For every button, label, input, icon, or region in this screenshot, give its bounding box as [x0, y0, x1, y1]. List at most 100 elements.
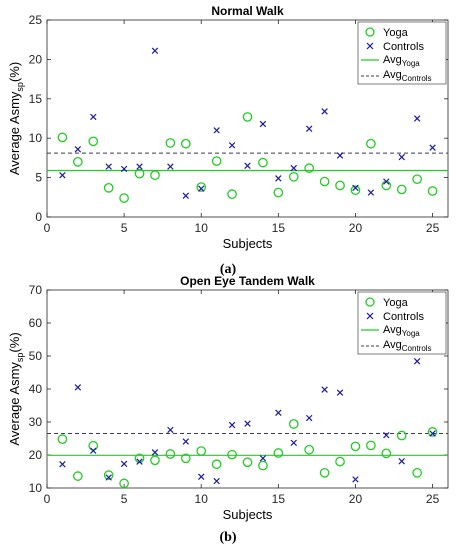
y-tick-label: 20: [29, 448, 43, 462]
controls-point: [182, 438, 190, 445]
controls-point-stroke: [167, 163, 174, 170]
y-tick-label: 20: [29, 52, 43, 66]
controls-point: [383, 178, 390, 185]
chart-open-eye-tandem-walk: Open Eye Tandem Walk 0 5 10 15 20 25 10 20 30 40 50…: [7, 274, 449, 522]
yoga-point: [258, 157, 268, 168]
controls-point-stroke: [383, 431, 390, 439]
controls-point: [228, 421, 236, 429]
controls-point-stroke: [275, 175, 282, 182]
controls-point-stroke: [151, 47, 159, 54]
caption-b: (b): [219, 530, 237, 545]
legend-controls-marker: [366, 312, 374, 320]
x-axis-label: Subjects: [223, 507, 273, 522]
x-tick-label: 20: [349, 492, 363, 506]
controls-point: [74, 146, 82, 153]
x-tick-label: 10: [195, 492, 209, 506]
yoga-point: [72, 471, 83, 481]
yoga-point: [134, 453, 145, 464]
controls-point-stroke: [90, 447, 97, 454]
controls-point: [244, 162, 251, 170]
controls-point-stroke: [74, 146, 82, 153]
controls-point-stroke: [228, 142, 236, 149]
controls-point-stroke: [383, 178, 390, 185]
controls-point-stroke: [182, 192, 190, 199]
y-axis-label: Average Asmysp(%): [7, 62, 25, 175]
controls-point: [213, 477, 220, 485]
controls-point-stroke: [336, 152, 344, 159]
y-tick-label: 10: [29, 481, 43, 495]
yoga-point: [88, 136, 99, 147]
controls-point: [367, 189, 375, 196]
legend-avg-controls-label: AvgControls: [383, 69, 432, 83]
controls-point-stroke: [413, 115, 421, 122]
controls-point: [120, 460, 128, 468]
controls-point: [290, 439, 297, 447]
x-tick-label: 5: [121, 492, 128, 506]
controls-point: [151, 47, 159, 54]
controls-point: [167, 163, 174, 170]
controls-point: [429, 430, 436, 437]
legend-box: [357, 291, 447, 355]
controls-point: [59, 172, 66, 179]
y-tick-label: 15: [29, 92, 43, 106]
yoga-point: [57, 132, 68, 143]
controls-point: [259, 455, 267, 462]
yoga-point: [134, 168, 145, 179]
controls-point-stroke: [336, 389, 344, 396]
controls-point-stroke: [198, 185, 205, 192]
x-axis-label: Subjects: [223, 236, 273, 251]
controls-point: [413, 115, 421, 122]
yoga-point: [88, 440, 99, 451]
controls-point-stroke: [244, 420, 251, 427]
controls-point: [136, 163, 143, 170]
yoga-point: [211, 156, 222, 166]
chart-normal-walk: Normal Walk 0 5 10 15 20 25 0 5 10 15 20 25 Subjects A…: [7, 4, 449, 251]
chart-title: Open Eye Tandem Walk: [180, 274, 315, 288]
controls-point: [398, 458, 405, 465]
legend-avg-yoga-label: AvgYoga: [383, 54, 420, 68]
yoga-point: [304, 444, 315, 455]
yoga-point: [180, 453, 191, 464]
x-tick-label: 0: [44, 492, 51, 506]
yoga-point: [273, 187, 284, 198]
yoga-point: [258, 460, 268, 471]
controls-point-stroke: [228, 421, 236, 429]
yoga-point: [396, 430, 407, 441]
controls-point-stroke: [429, 144, 436, 151]
chart-title: Normal Walk: [211, 4, 284, 18]
yoga-point: [150, 170, 160, 181]
controls-point: [259, 120, 267, 128]
controls-point-stroke: [398, 458, 405, 465]
controls-point: [321, 386, 328, 393]
yoga-point: [72, 156, 83, 167]
controls-point: [120, 165, 128, 173]
yoga-point: [165, 449, 176, 459]
controls-point: [321, 108, 328, 115]
yoga-point: [412, 467, 423, 478]
yoga-point: [119, 193, 129, 203]
x-tick-label: 25: [426, 492, 440, 506]
controls-point-stroke: [120, 460, 128, 468]
x-tick-label: 25: [426, 221, 440, 235]
controls-point: [398, 153, 405, 161]
legend-controls-marker: [366, 42, 374, 50]
y-tick-label: 0: [35, 210, 42, 224]
yoga-point: [180, 138, 191, 149]
controls-point-stroke: [321, 386, 328, 393]
controls-point: [90, 447, 97, 454]
yoga-point: [335, 456, 345, 467]
controls-point-stroke: [367, 189, 375, 196]
yoga-point: [366, 138, 376, 149]
controls-point: [290, 164, 297, 172]
controls-point: [90, 113, 97, 121]
x-tick-label: 5: [121, 221, 128, 235]
y-tick-label: 40: [29, 382, 43, 396]
controls-point: [136, 458, 143, 465]
x-tick-label: 0: [44, 221, 51, 235]
yoga-point: [319, 467, 330, 478]
yoga-point: [288, 171, 299, 182]
yoga-point: [211, 459, 222, 470]
controls-point: [352, 184, 359, 192]
controls-point: [413, 358, 421, 365]
